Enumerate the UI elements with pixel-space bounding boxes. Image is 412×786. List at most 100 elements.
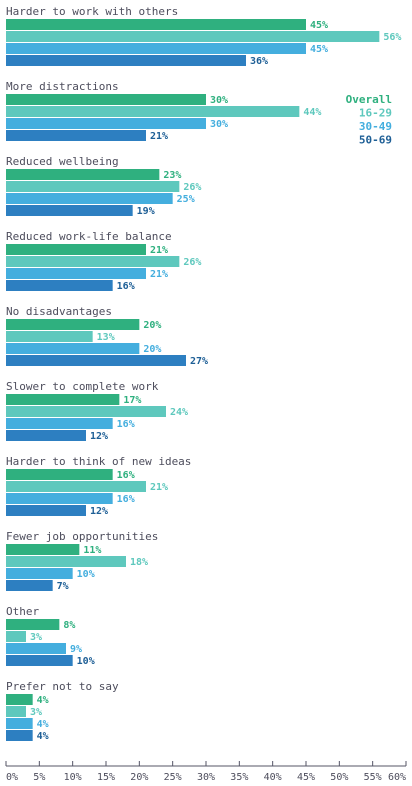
legend-entry: 30-49 (359, 120, 392, 133)
bar-value-label: 13% (97, 332, 115, 343)
bar-value-label: 12% (90, 431, 108, 442)
bar-value-label: 12% (90, 506, 108, 517)
bar (6, 55, 246, 66)
bar-value-label: 30% (210, 95, 228, 106)
bar-value-label: 36% (250, 56, 268, 67)
bar-value-label: 56% (383, 32, 401, 43)
category-label: No disadvantages (6, 305, 112, 318)
bar (6, 631, 26, 642)
bar-value-label: 25% (177, 194, 195, 205)
bar (6, 406, 166, 417)
bar (6, 106, 300, 117)
bar-value-label: 10% (77, 569, 95, 580)
bar (6, 430, 86, 441)
x-tick-label: 10% (64, 772, 82, 783)
bar (6, 493, 113, 504)
bar-value-label: 30% (210, 119, 228, 130)
category-label: Prefer not to say (6, 680, 119, 693)
bar (6, 469, 113, 480)
category-label: Reduced work-life balance (6, 230, 172, 243)
bar-value-label: 7% (57, 581, 69, 592)
bar-value-label: 21% (150, 245, 168, 256)
category-label: Harder to think of new ideas (6, 455, 191, 468)
bar-value-label: 45% (310, 20, 328, 31)
bar-value-label: 20% (143, 320, 161, 331)
bar (6, 19, 306, 30)
bar-value-label: 27% (190, 356, 208, 367)
x-tick-label: 20% (130, 772, 148, 783)
bar (6, 331, 93, 342)
bar (6, 343, 140, 354)
bar (6, 544, 80, 555)
bar-value-label: 9% (70, 644, 82, 655)
x-tick-label: 45% (297, 772, 315, 783)
x-tick-label: 30% (197, 772, 215, 783)
bar (6, 706, 26, 717)
bar-value-label: 44% (303, 107, 321, 118)
bar-value-label: 21% (150, 131, 168, 142)
bar (6, 43, 306, 54)
legend-entry: Overall (346, 93, 392, 106)
category-label: Harder to work with others (6, 5, 178, 18)
bar (6, 94, 206, 105)
bar (6, 280, 113, 291)
bar-value-label: 20% (143, 344, 161, 355)
bar-value-label: 16% (117, 281, 135, 292)
bar-value-label: 4% (37, 719, 49, 730)
bar (6, 580, 53, 591)
category-label: Slower to complete work (6, 380, 159, 393)
bar (6, 130, 146, 141)
bar (6, 181, 180, 192)
bar-value-label: 11% (83, 545, 101, 556)
bar-value-label: 4% (37, 731, 49, 742)
category-label: Other (6, 605, 39, 618)
bar (6, 355, 186, 366)
bar-value-label: 16% (117, 470, 135, 481)
category-label: Reduced wellbeing (6, 155, 119, 168)
x-tick-label: 25% (164, 772, 182, 783)
bar (6, 694, 33, 705)
bar (6, 556, 126, 567)
bar (6, 394, 120, 405)
x-tick-label: 55% (364, 772, 382, 783)
x-tick-label: 35% (230, 772, 248, 783)
bar (6, 418, 113, 429)
bar-value-label: 19% (137, 206, 155, 217)
bar (6, 568, 73, 579)
bar-value-label: 8% (63, 620, 75, 631)
bar (6, 643, 66, 654)
bar (6, 730, 33, 741)
category-label: More distractions (6, 80, 119, 93)
bar-value-label: 21% (150, 269, 168, 280)
bar-value-label: 23% (163, 170, 181, 181)
bar (6, 718, 33, 729)
bar-value-label: 18% (130, 557, 148, 568)
x-tick-label: 50% (330, 772, 348, 783)
bar-value-label: 16% (117, 494, 135, 505)
bar-value-label: 45% (310, 44, 328, 55)
bar-value-label: 26% (183, 257, 201, 268)
bar (6, 505, 86, 516)
bars-group: 45% 56% 45% 36% 30% 44% 30% 21% 23% 26% 25% 19% 21% 2… (6, 19, 401, 742)
bar-value-label: 3% (30, 632, 42, 643)
bar-value-label: 3% (30, 707, 42, 718)
category-label: Fewer job opportunities (6, 530, 158, 543)
bar-value-label: 4% (37, 695, 49, 706)
bar (6, 169, 160, 180)
bar (6, 655, 73, 666)
bar (6, 244, 146, 255)
bar (6, 205, 133, 216)
bar-value-label: 17% (123, 395, 141, 406)
bar-value-label: 10% (77, 656, 95, 667)
bar-value-label: 21% (150, 482, 168, 493)
x-tick-label: 5% (33, 772, 45, 783)
bar (6, 268, 146, 279)
bar-value-label: 24% (170, 407, 188, 418)
x-tick-label: 60% (388, 772, 406, 783)
legend-entry: 50-69 (359, 134, 392, 147)
bar (6, 256, 180, 267)
x-tick-label: 40% (264, 772, 282, 783)
bar (6, 193, 173, 204)
